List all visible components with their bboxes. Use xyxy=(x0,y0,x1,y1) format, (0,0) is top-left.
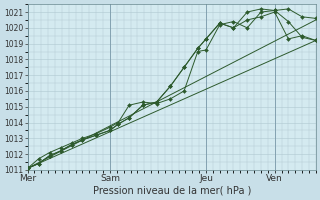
X-axis label: Pression niveau de la mer( hPa ): Pression niveau de la mer( hPa ) xyxy=(92,186,251,196)
